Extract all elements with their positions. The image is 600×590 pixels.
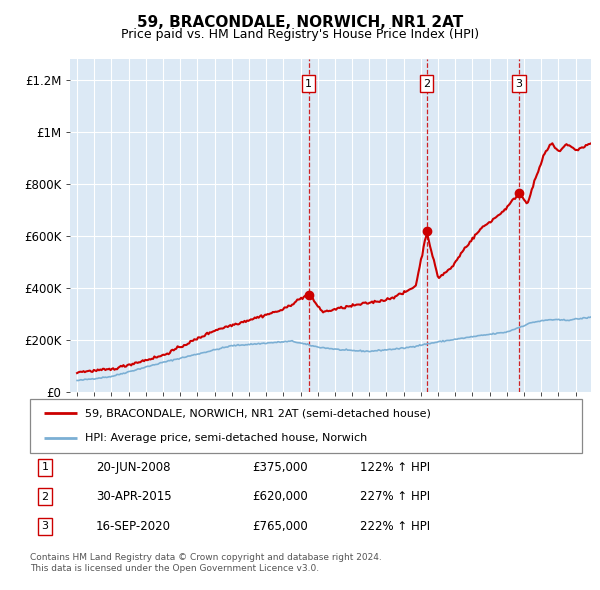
- Text: 122% ↑ HPI: 122% ↑ HPI: [360, 461, 430, 474]
- Text: Contains HM Land Registry data © Crown copyright and database right 2024.: Contains HM Land Registry data © Crown c…: [30, 553, 382, 562]
- Text: This data is licensed under the Open Government Licence v3.0.: This data is licensed under the Open Gov…: [30, 565, 319, 573]
- Text: 227% ↑ HPI: 227% ↑ HPI: [360, 490, 430, 503]
- Text: £375,000: £375,000: [252, 461, 308, 474]
- Text: 16-SEP-2020: 16-SEP-2020: [96, 520, 171, 533]
- Text: 3: 3: [515, 78, 523, 88]
- Text: £620,000: £620,000: [252, 490, 308, 503]
- Text: 222% ↑ HPI: 222% ↑ HPI: [360, 520, 430, 533]
- Text: 3: 3: [41, 522, 49, 531]
- Text: 2: 2: [423, 78, 430, 88]
- Text: 59, BRACONDALE, NORWICH, NR1 2AT (semi-detached house): 59, BRACONDALE, NORWICH, NR1 2AT (semi-d…: [85, 408, 431, 418]
- Text: 2: 2: [41, 492, 49, 502]
- FancyBboxPatch shape: [30, 399, 582, 453]
- Text: 59, BRACONDALE, NORWICH, NR1 2AT: 59, BRACONDALE, NORWICH, NR1 2AT: [137, 15, 463, 30]
- Text: 20-JUN-2008: 20-JUN-2008: [96, 461, 170, 474]
- Text: Price paid vs. HM Land Registry's House Price Index (HPI): Price paid vs. HM Land Registry's House …: [121, 28, 479, 41]
- Text: 1: 1: [305, 78, 312, 88]
- Text: £765,000: £765,000: [252, 520, 308, 533]
- Text: 1: 1: [41, 463, 49, 472]
- Text: 30-APR-2015: 30-APR-2015: [96, 490, 172, 503]
- Text: HPI: Average price, semi-detached house, Norwich: HPI: Average price, semi-detached house,…: [85, 434, 367, 444]
